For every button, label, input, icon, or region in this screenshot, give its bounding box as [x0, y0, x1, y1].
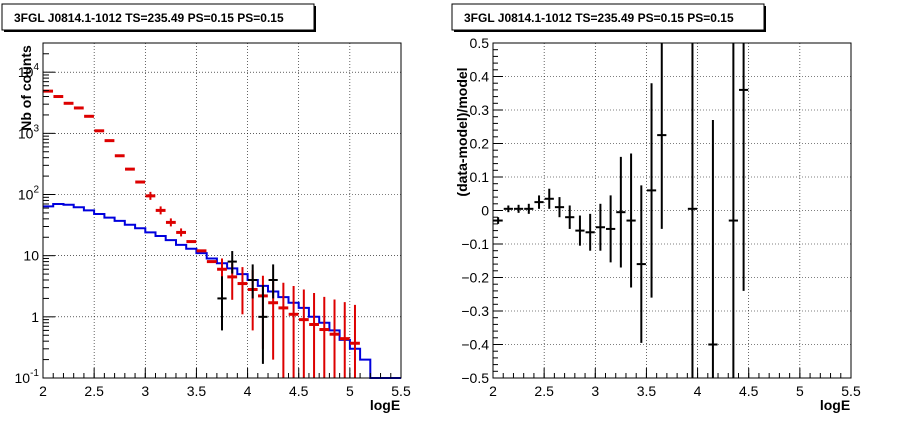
right-chart-title: 3FGL J0814.1-1012 TS=235.49 PS=0.15 PS=0…	[464, 11, 734, 25]
left-x-tick-label: 2.5	[84, 383, 104, 399]
left-x-tick-label: 3.5	[187, 383, 207, 399]
right-y-tick-label: −0.4	[461, 337, 489, 353]
right-chart-marks	[493, 43, 749, 378]
right-y-tick-label: 0.2	[470, 136, 490, 152]
right-x-tick-label: 3.5	[637, 383, 657, 399]
left-x-tick-label: 5.5	[391, 383, 411, 399]
right-x-tick-label: 2.5	[534, 383, 554, 399]
left-y-tick-label: 10-1	[15, 368, 40, 386]
left-grid	[43, 43, 401, 378]
left-chart-marks	[43, 89, 401, 379]
right-x-tick-label: 4	[694, 383, 702, 399]
right-x-tick-label: 3	[591, 383, 599, 399]
right-y-tick-label: 0	[481, 203, 489, 219]
right-y-tick-label: 0.5	[470, 35, 490, 51]
right-y-tick-label: 0.3	[470, 102, 490, 118]
right-y-tick-label: −0.5	[461, 370, 489, 386]
right-x-axis-label: logE	[820, 397, 850, 413]
right-y-tick-label: 0.4	[470, 69, 490, 85]
left-chart-title: 3FGL J0814.1-1012 TS=235.49 PS=0.15 PS=0…	[14, 11, 284, 25]
right-y-tick-label: −0.3	[461, 303, 489, 319]
left-plot-frame	[42, 42, 402, 379]
right-x-tick-label: 5.5	[841, 383, 861, 399]
right-y-tick-label: −0.2	[461, 270, 489, 286]
left-x-tick-label: 4.5	[289, 383, 309, 399]
left-title-box	[1, 3, 315, 31]
left-x-tick-label: 4	[244, 383, 252, 399]
right-y-tick-label: −0.1	[461, 236, 489, 252]
right-x-tick-label: 2	[489, 383, 497, 399]
right-x-tick-label: 5	[796, 383, 804, 399]
right-x-tick-label: 4.5	[739, 383, 759, 399]
left-x-axis-label: logE	[370, 397, 400, 413]
right-grid	[493, 43, 851, 378]
left-y-axis-label: Nb of counts	[18, 45, 34, 131]
right-y-axis-label: (data-model)/model	[454, 67, 470, 196]
left-model-source-step	[43, 203, 401, 379]
left-x-tick-label: 5	[346, 383, 354, 399]
right-title-box	[451, 3, 765, 31]
right-plot-frame	[492, 42, 852, 379]
left-y-tick-label: 102	[18, 185, 40, 203]
left-y-tick-label: 10	[23, 248, 39, 264]
right-y-tick-label: 0.1	[470, 169, 490, 185]
residual-panel: 3FGL J0814.1-1012 TS=235.49 PS=0.15 PS=0…	[451, 3, 861, 413]
right-axis-ticks: 2 2.5 3 3.5 4 4.5 5 5.5 −0.5 −0.4 −0.3 −0.2 −0.1 0 0.1…	[461, 35, 861, 399]
counts-panel: 3FGL J0814.1-1012 TS=235.49 PS=0.15 PS=0…	[1, 3, 411, 413]
left-x-tick-label: 2	[39, 383, 47, 399]
left-x-tick-label: 3	[141, 383, 149, 399]
left-y-tick-label: 1	[31, 309, 39, 325]
